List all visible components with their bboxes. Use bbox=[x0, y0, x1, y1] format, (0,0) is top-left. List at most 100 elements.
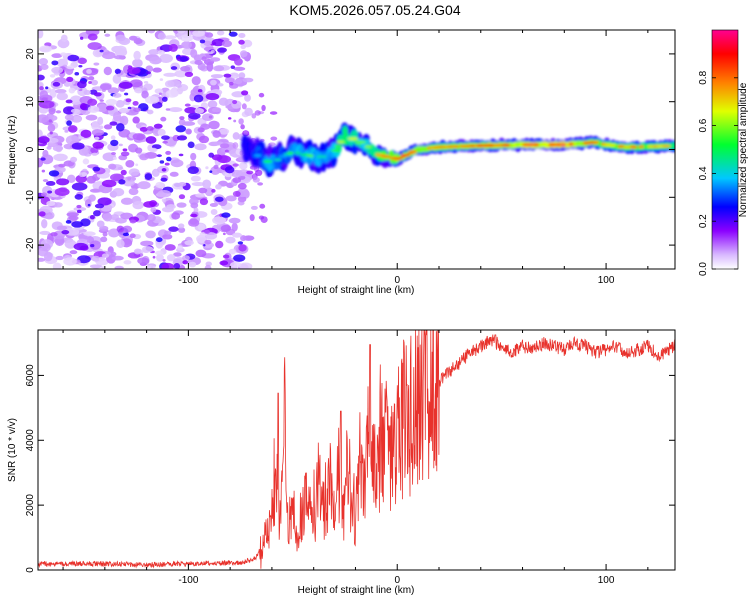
noise-blob bbox=[55, 110, 62, 114]
noise-blob bbox=[133, 50, 141, 61]
noise-blob bbox=[250, 205, 258, 210]
noise-blob bbox=[218, 97, 229, 106]
noise-blob bbox=[145, 95, 160, 104]
noise-blob bbox=[127, 67, 141, 75]
noise-blob bbox=[101, 51, 116, 60]
colorbar-tick-label: 0.2 bbox=[698, 214, 709, 228]
noise-blob bbox=[86, 175, 97, 184]
noise-blob bbox=[225, 236, 236, 244]
noise-blob bbox=[93, 62, 100, 66]
noise-blob bbox=[103, 66, 112, 76]
noise-blob bbox=[108, 228, 120, 238]
noise-blob bbox=[211, 107, 222, 113]
noise-blob bbox=[117, 73, 121, 78]
noise-blob bbox=[162, 259, 166, 262]
x-tick-label: 100 bbox=[598, 575, 615, 586]
noise-blob bbox=[132, 133, 146, 141]
noise-blob bbox=[157, 50, 166, 55]
ridge-core bbox=[354, 140, 366, 144]
noise-blob bbox=[46, 145, 52, 150]
ridge-core bbox=[306, 154, 314, 158]
noise-blob bbox=[122, 179, 135, 187]
noise-blob bbox=[188, 261, 197, 268]
noise-blob bbox=[166, 156, 172, 162]
noise-blob bbox=[60, 52, 67, 57]
noise-blob bbox=[125, 159, 135, 168]
noise-blob bbox=[177, 30, 186, 34]
noise-blob bbox=[70, 108, 80, 114]
ridge-core bbox=[294, 151, 301, 155]
noise-blob bbox=[152, 255, 156, 259]
colorbar-tick-label: 0.4 bbox=[698, 166, 709, 180]
spectrogram-x-label: Height of straight line (km) bbox=[298, 285, 415, 296]
noise-blob bbox=[51, 53, 63, 59]
noise-blob bbox=[219, 260, 229, 266]
noise-blob bbox=[168, 107, 183, 113]
noise-blob bbox=[132, 100, 139, 106]
y-tick-label: -10 bbox=[25, 190, 36, 205]
noise-blob bbox=[177, 35, 183, 40]
noise-blob bbox=[91, 255, 101, 262]
noise-blob bbox=[94, 203, 105, 209]
noise-blob bbox=[103, 124, 113, 130]
noise-blob bbox=[182, 255, 190, 261]
noise-blob bbox=[219, 143, 230, 149]
noise-blob bbox=[118, 81, 133, 89]
x-tick-label: -100 bbox=[178, 275, 198, 286]
noise-blob bbox=[180, 34, 194, 42]
noise-blob bbox=[118, 143, 123, 147]
noise-blob bbox=[251, 113, 257, 119]
noise-blob bbox=[181, 41, 193, 49]
noise-blob bbox=[154, 88, 164, 94]
noise-blob bbox=[161, 262, 175, 269]
ridge-core bbox=[605, 143, 617, 147]
noise-blob bbox=[230, 261, 242, 268]
noise-blob bbox=[63, 106, 75, 115]
noise-blob bbox=[184, 240, 194, 246]
noise-blob bbox=[64, 130, 69, 133]
noise-blob bbox=[67, 54, 80, 62]
noise-blob bbox=[228, 217, 241, 224]
noise-blob bbox=[198, 135, 210, 144]
ridge-core bbox=[568, 142, 574, 146]
noise-blob bbox=[66, 76, 74, 83]
noise-blob bbox=[51, 60, 59, 66]
noise-blob bbox=[45, 114, 58, 122]
noise-blob bbox=[249, 214, 255, 222]
noise-blob bbox=[197, 223, 205, 231]
noise-blob bbox=[196, 234, 208, 244]
noise-blob bbox=[260, 216, 268, 223]
colorbar-frame bbox=[711, 29, 739, 270]
noise-blob bbox=[40, 154, 54, 165]
noise-blob bbox=[50, 232, 58, 237]
noise-blob bbox=[39, 230, 51, 236]
noise-blob bbox=[105, 98, 118, 106]
noise-blob bbox=[178, 119, 186, 126]
noise-blob bbox=[120, 197, 134, 205]
noise-blob bbox=[188, 112, 201, 120]
noise-blob bbox=[234, 79, 243, 85]
noise-blob bbox=[74, 72, 80, 76]
snr-x-label: Height of straight line (km) bbox=[298, 585, 415, 596]
noise-blob bbox=[122, 148, 128, 152]
noise-blob bbox=[61, 230, 70, 235]
noise-blob bbox=[81, 172, 88, 177]
colorbar-tick-label: 0.6 bbox=[698, 118, 709, 132]
noise-blob bbox=[152, 67, 162, 73]
noise-blob bbox=[161, 135, 170, 140]
noise-blob bbox=[254, 169, 263, 177]
noise-blob bbox=[110, 139, 119, 147]
noise-blob bbox=[234, 57, 243, 66]
noise-blob bbox=[197, 89, 203, 93]
noise-blob bbox=[38, 257, 46, 262]
noise-blob bbox=[221, 40, 232, 48]
noise-blob bbox=[191, 76, 201, 86]
noise-blob bbox=[146, 109, 154, 115]
noise-blob bbox=[149, 200, 158, 207]
ridge-core bbox=[380, 154, 391, 158]
noise-blob bbox=[40, 157, 46, 161]
noise-blob bbox=[202, 179, 212, 189]
noise-blob bbox=[225, 195, 237, 202]
noise-blob bbox=[47, 123, 56, 132]
y-tick-label: -20 bbox=[25, 237, 36, 252]
